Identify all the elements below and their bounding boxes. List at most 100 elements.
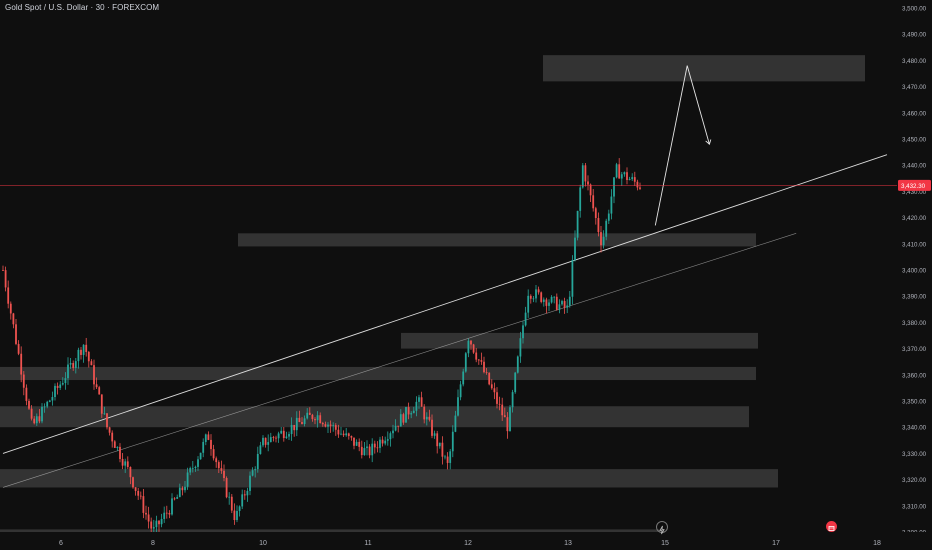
candle-body bbox=[451, 431, 454, 452]
candle-body bbox=[249, 475, 251, 491]
trendline[interactable] bbox=[2, 154, 888, 454]
candle-body bbox=[106, 413, 108, 428]
candle-body bbox=[498, 403, 501, 405]
current-price-label: 3,432.30 bbox=[901, 183, 926, 190]
candle-body bbox=[293, 424, 296, 431]
candle-body bbox=[311, 414, 314, 420]
candle-body bbox=[535, 289, 537, 299]
candle-body bbox=[506, 417, 509, 432]
candle-body bbox=[340, 433, 342, 435]
candle-body bbox=[329, 424, 332, 426]
candle-body bbox=[80, 349, 82, 355]
candle-body bbox=[389, 433, 392, 440]
candle-body bbox=[126, 461, 129, 468]
candle-body bbox=[158, 520, 160, 525]
candle-body bbox=[163, 512, 166, 519]
candle-body bbox=[197, 459, 199, 467]
candle-body bbox=[399, 414, 402, 427]
candle-body bbox=[275, 437, 277, 439]
candle-body bbox=[485, 372, 488, 373]
candle-body bbox=[376, 447, 379, 449]
candle-body bbox=[194, 466, 197, 469]
candle-body bbox=[566, 305, 569, 308]
candle-body bbox=[150, 521, 153, 529]
lightning-icon[interactable] bbox=[656, 521, 668, 535]
candle-body bbox=[2, 270, 4, 271]
time-axis-label: 13 bbox=[564, 540, 572, 547]
candle-body bbox=[69, 363, 72, 365]
candle-body bbox=[327, 424, 329, 427]
candle-body bbox=[464, 353, 467, 372]
candle-body bbox=[618, 164, 621, 179]
candle-body bbox=[522, 325, 524, 339]
candle-body bbox=[623, 172, 626, 175]
projection-path[interactable] bbox=[654, 65, 710, 226]
price-axis[interactable]: 3,500.00 3,490.00 3,480.00 3,470.00 3,460.00… bbox=[898, 6, 931, 537]
candle-body bbox=[342, 433, 345, 436]
candle-body bbox=[631, 177, 634, 180]
candle-body bbox=[337, 429, 340, 435]
price-axis-label: 3,460.00 bbox=[902, 110, 927, 117]
candle-body bbox=[373, 443, 376, 448]
price-axis-label: 3,320.00 bbox=[902, 477, 927, 484]
candle-body bbox=[217, 462, 220, 469]
candle-body bbox=[350, 436, 353, 438]
time-axis-label: 8 bbox=[151, 540, 155, 547]
candle-body bbox=[225, 477, 228, 498]
candle-body bbox=[233, 510, 236, 521]
time-axis-label: 18 bbox=[873, 540, 881, 547]
candle-body bbox=[54, 385, 56, 398]
candle-body bbox=[267, 442, 270, 445]
candle-body bbox=[7, 287, 10, 304]
candle-body bbox=[620, 174, 623, 179]
candle-body bbox=[636, 181, 639, 188]
candle-body bbox=[321, 422, 324, 425]
trendline[interactable] bbox=[2, 233, 797, 488]
candle-body bbox=[207, 434, 210, 440]
time-axis-panel[interactable] bbox=[0, 532, 932, 550]
candle-body bbox=[496, 392, 498, 404]
candle-body bbox=[503, 415, 506, 418]
candle-body bbox=[425, 416, 428, 420]
candle-body bbox=[480, 360, 483, 362]
candle-body bbox=[199, 452, 202, 460]
drawings-layer[interactable] bbox=[2, 65, 888, 488]
candle-body bbox=[269, 437, 272, 443]
candle-body bbox=[360, 446, 363, 456]
candle-body bbox=[516, 356, 519, 373]
candle-body bbox=[568, 296, 571, 306]
candle-body bbox=[584, 165, 587, 182]
candle-body bbox=[74, 361, 77, 369]
candle-body bbox=[558, 304, 561, 310]
candle-body bbox=[243, 494, 246, 496]
supply-demand-zone bbox=[0, 366, 756, 381]
candle-body bbox=[93, 365, 95, 385]
supply-demand-zone bbox=[543, 55, 865, 82]
candle-body bbox=[324, 424, 327, 427]
current-price-badge[interactable] bbox=[898, 179, 931, 191]
candle-body bbox=[628, 179, 631, 181]
time-axis[interactable]: 6 8 10 11 12 13 15 17 18 bbox=[59, 540, 881, 547]
candle-body bbox=[165, 512, 168, 514]
candle-body bbox=[285, 436, 288, 439]
candle-body bbox=[306, 412, 309, 419]
supply-demand-zone bbox=[0, 469, 778, 488]
candle-body bbox=[587, 181, 589, 185]
candle-body bbox=[33, 418, 36, 424]
candle-body bbox=[532, 298, 535, 300]
candle-body bbox=[241, 494, 244, 507]
event-flag-icon[interactable] bbox=[826, 521, 837, 532]
candle-body bbox=[410, 413, 413, 415]
candle-body bbox=[251, 470, 254, 476]
candle-body bbox=[228, 496, 231, 498]
candle-body bbox=[555, 296, 558, 310]
time-axis-label: 15 bbox=[661, 540, 669, 547]
candle-body bbox=[155, 520, 158, 528]
candle-body bbox=[334, 425, 337, 430]
candle-body bbox=[43, 406, 46, 408]
candle-body bbox=[303, 418, 306, 425]
price-axis-panel[interactable] bbox=[897, 0, 932, 532]
candles-layer bbox=[2, 158, 641, 535]
